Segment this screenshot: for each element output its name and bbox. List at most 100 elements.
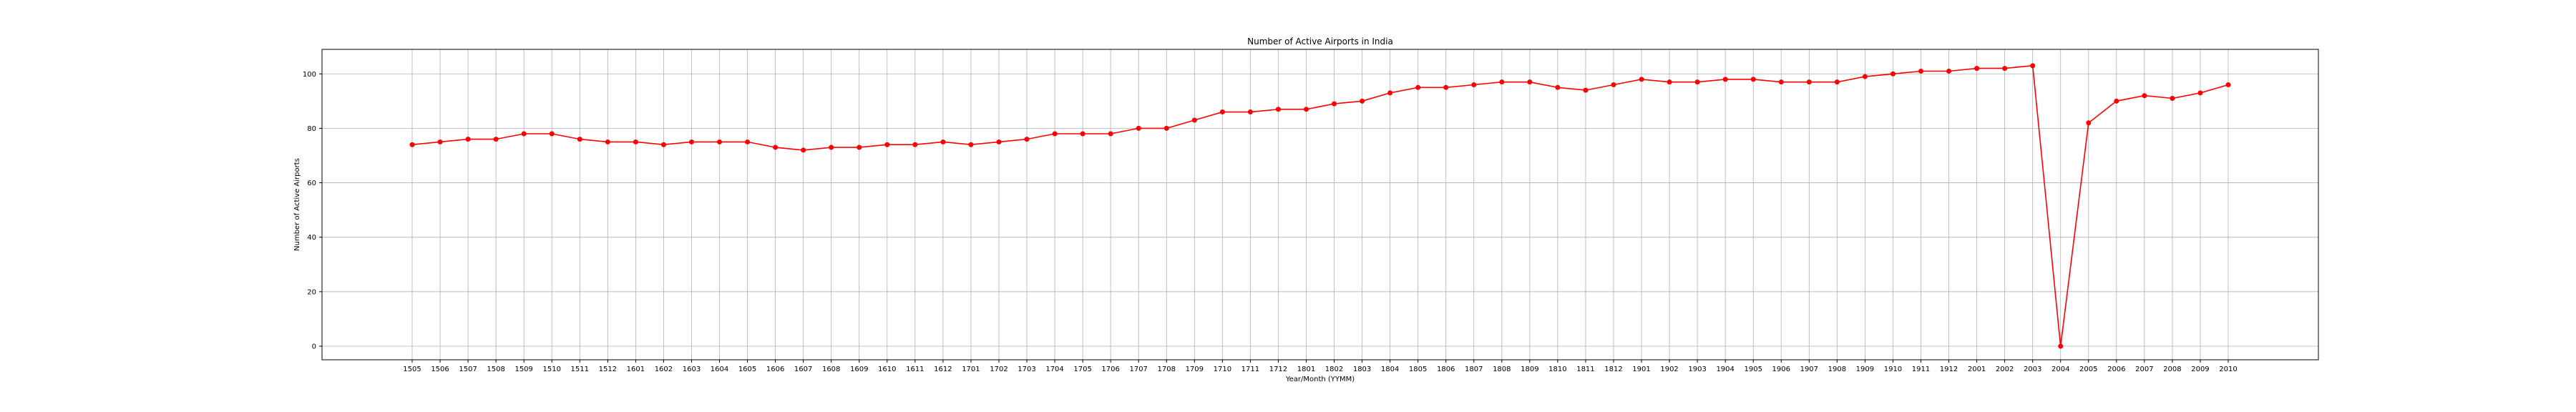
x-tick-label: 1809 bbox=[1521, 366, 1538, 373]
data-point bbox=[1303, 107, 1309, 112]
x-tick-label: 1506 bbox=[431, 366, 449, 373]
x-tick-label: 1811 bbox=[1576, 366, 1594, 373]
y-tick-label: 80 bbox=[307, 125, 316, 133]
data-point bbox=[884, 142, 890, 147]
data-point bbox=[1611, 82, 1616, 87]
x-tick-label: 1706 bbox=[1101, 366, 1119, 373]
data-point bbox=[660, 142, 666, 147]
data-point bbox=[1778, 79, 1784, 85]
data-point bbox=[1918, 68, 1923, 74]
x-tick-label: 1704 bbox=[1045, 366, 1063, 373]
data-point bbox=[1024, 137, 1030, 142]
x-tick-label: 1903 bbox=[1688, 366, 1706, 373]
data-point bbox=[1443, 84, 1449, 90]
data-point bbox=[1136, 125, 1141, 131]
data-point bbox=[1163, 125, 1169, 131]
x-tick-label: 1912 bbox=[1940, 366, 1958, 373]
x-tick-label: 1604 bbox=[711, 366, 728, 373]
x-tick-label: 1810 bbox=[1548, 366, 1566, 373]
data-point bbox=[521, 131, 527, 137]
y-axis-label: Number of Active Airports bbox=[293, 158, 301, 251]
y-tick-label: 20 bbox=[307, 288, 316, 296]
x-tick-label: 1507 bbox=[459, 366, 477, 373]
x-tick-label: 1602 bbox=[655, 366, 673, 373]
x-tick-label: 1606 bbox=[766, 366, 784, 373]
data-point bbox=[1974, 66, 1980, 72]
x-tick-label: 1909 bbox=[1856, 366, 1874, 373]
x-tick-label: 1703 bbox=[1018, 366, 1035, 373]
data-point bbox=[1555, 84, 1561, 90]
x-tick-label: 1710 bbox=[1214, 366, 1231, 373]
data-point bbox=[745, 139, 751, 144]
x-axis-label: Year/Month (YYMM) bbox=[1285, 376, 1355, 383]
data-point bbox=[2197, 90, 2203, 96]
x-tick-label: 2006 bbox=[2107, 366, 2125, 373]
x-tick-label: 2007 bbox=[2135, 366, 2153, 373]
data-point bbox=[437, 139, 443, 144]
x-tick-label: 1711 bbox=[1241, 366, 1259, 373]
y-tick-label: 60 bbox=[307, 180, 316, 187]
x-tick-label: 1609 bbox=[850, 366, 868, 373]
x-tick-label: 2010 bbox=[2219, 366, 2237, 373]
data-point bbox=[1862, 74, 1868, 79]
x-tick-label: 1904 bbox=[1716, 366, 1734, 373]
x-tick-label: 2001 bbox=[1968, 366, 1986, 373]
data-point bbox=[2002, 66, 2008, 72]
series-line bbox=[411, 64, 2229, 347]
data-point bbox=[2170, 96, 2175, 102]
series-layer bbox=[409, 63, 2231, 349]
x-tick-label: 1902 bbox=[1660, 366, 1678, 373]
data-point bbox=[1275, 107, 1281, 112]
y-tick-label: 40 bbox=[307, 234, 316, 242]
x-tick-label: 1803 bbox=[1353, 366, 1371, 373]
data-point bbox=[773, 144, 779, 150]
x-tick-label: 1910 bbox=[1884, 366, 1902, 373]
data-point bbox=[465, 137, 471, 142]
data-point bbox=[996, 139, 1002, 144]
data-point bbox=[633, 139, 638, 144]
data-point bbox=[801, 147, 806, 153]
x-tick-label: 1610 bbox=[878, 366, 896, 373]
x-tick-label: 1611 bbox=[906, 366, 924, 373]
x-tick-label: 1812 bbox=[1604, 366, 1622, 373]
data-point bbox=[1360, 98, 1365, 104]
x-tick-label: 2008 bbox=[2163, 366, 2181, 373]
data-point bbox=[717, 139, 723, 144]
x-tick-label: 1911 bbox=[1912, 366, 1930, 373]
data-point bbox=[968, 142, 974, 147]
x-tick-label: 1807 bbox=[1465, 366, 1483, 373]
data-point bbox=[1694, 79, 1700, 85]
data-point bbox=[1639, 77, 1644, 82]
x-tick-label: 1702 bbox=[990, 366, 1008, 373]
x-tick-label: 1906 bbox=[1772, 366, 1790, 373]
x-tick-label: 1709 bbox=[1186, 366, 1204, 373]
x-tick-label: 1806 bbox=[1437, 366, 1455, 373]
data-point bbox=[605, 139, 610, 144]
data-point bbox=[857, 144, 862, 150]
data-point bbox=[1667, 79, 1672, 85]
x-tick-label: 1908 bbox=[1828, 366, 1846, 373]
data-point bbox=[1387, 90, 1393, 96]
x-tick-label: 1804 bbox=[1381, 366, 1399, 373]
x-tick-label: 1612 bbox=[934, 366, 952, 373]
tick-layer: 1505 1506 1507 1508 1509 1510 1511 1512 1601 1602… bbox=[303, 71, 2238, 373]
data-point bbox=[688, 139, 694, 144]
x-tick-label: 1608 bbox=[822, 366, 840, 373]
x-tick-label: 2004 bbox=[2051, 366, 2069, 373]
x-tick-label: 1801 bbox=[1297, 366, 1315, 373]
x-tick-label: 1505 bbox=[403, 366, 421, 373]
data-point bbox=[577, 137, 582, 142]
data-point bbox=[2114, 98, 2119, 104]
x-tick-label: 1712 bbox=[1269, 366, 1287, 373]
data-point bbox=[1247, 109, 1253, 115]
x-tick-label: 1905 bbox=[1744, 366, 1762, 373]
data-point bbox=[1471, 82, 1477, 87]
data-point bbox=[1806, 79, 1812, 85]
data-point bbox=[1499, 79, 1505, 85]
x-tick-label: 2003 bbox=[2024, 366, 2041, 373]
data-point bbox=[1191, 117, 1197, 123]
plot-area-frame bbox=[321, 49, 2319, 360]
x-tick-label: 1907 bbox=[1800, 366, 1818, 373]
data-point bbox=[1108, 131, 1113, 137]
